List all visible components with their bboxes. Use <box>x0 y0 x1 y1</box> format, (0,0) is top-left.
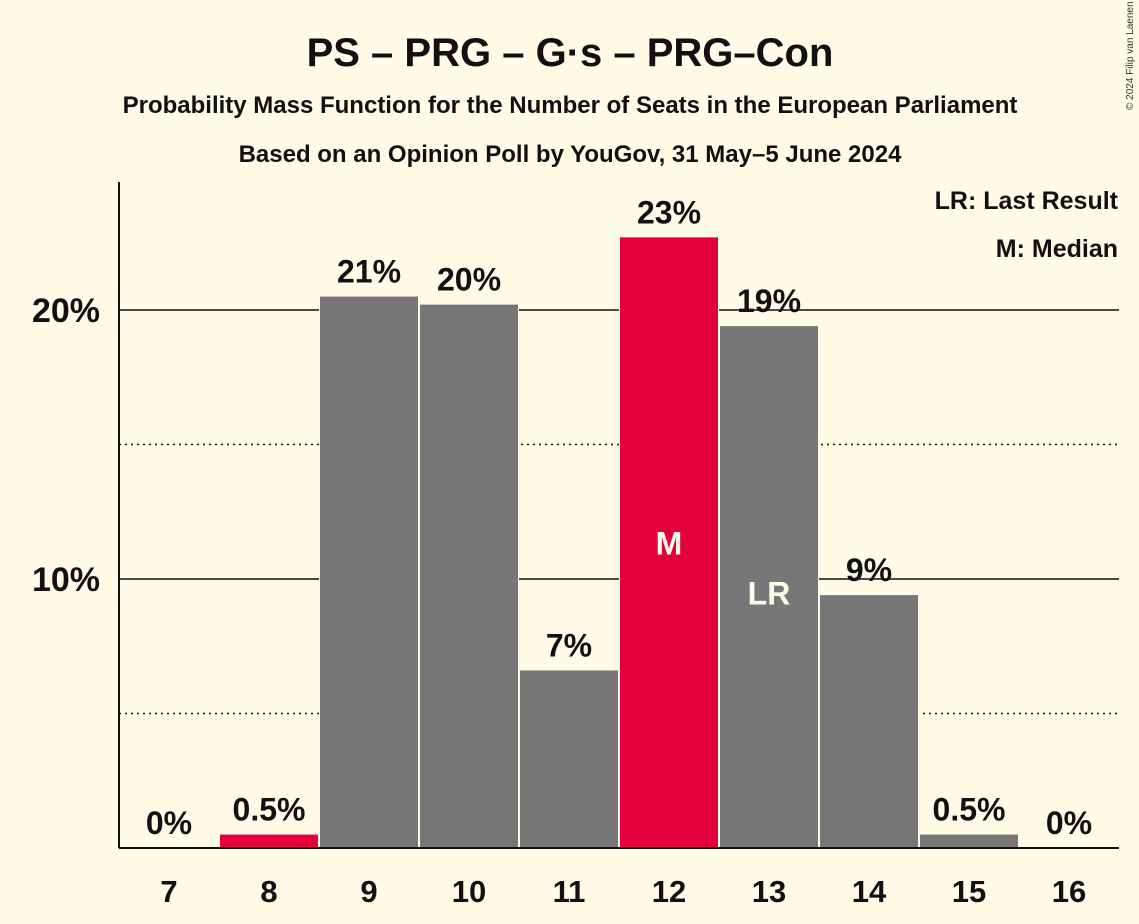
y-tick-label: 20% <box>32 292 100 330</box>
axis-ticks: 10% 20% 7 8 9 10 11 12 13 14 15 16 <box>32 292 1086 909</box>
chart-title: PS – PRG – G·s – PRG–Con <box>307 31 834 75</box>
bar <box>920 834 1018 848</box>
bar <box>520 670 618 848</box>
chart-subtitle: Probability Mass Function for the Number… <box>123 92 1018 119</box>
x-tick-label: 8 <box>260 874 277 909</box>
data-label: 0% <box>1046 805 1092 841</box>
data-label: 19% <box>737 283 801 319</box>
copyright-notice: © 2024 Filip van Laenen <box>1125 1 1136 110</box>
bar <box>620 237 718 848</box>
x-tick-label: 7 <box>160 874 177 909</box>
data-label: 20% <box>437 262 501 298</box>
data-label: 7% <box>546 627 592 663</box>
x-tick-label: 13 <box>752 874 786 909</box>
bar <box>720 326 818 848</box>
bar <box>420 304 518 848</box>
x-tick-label: 10 <box>452 874 486 909</box>
bar <box>820 595 918 848</box>
bar <box>220 834 318 848</box>
x-tick-label: 14 <box>852 874 887 909</box>
data-label: 0.5% <box>933 792 1006 828</box>
data-label: 21% <box>337 254 401 290</box>
y-tick-label: 10% <box>32 561 100 599</box>
x-tick-label: 15 <box>952 874 986 909</box>
data-label: 23% <box>637 194 701 230</box>
x-tick-label: 9 <box>360 874 377 909</box>
median-marker: M <box>656 526 683 562</box>
data-label: 0% <box>146 805 192 841</box>
data-labels: 0% 0.5% 21% 20% 7% 23% M 19% LR 9% 0.5% 0% <box>146 194 1092 841</box>
legend-last-result: LR: Last Result <box>935 187 1119 215</box>
x-tick-label: 11 <box>553 874 586 909</box>
chart-source-subtitle: Based on an Opinion Poll by YouGov, 31 M… <box>239 141 903 168</box>
x-tick-label: 16 <box>1052 874 1086 909</box>
data-label: 9% <box>846 552 892 588</box>
data-label: 0.5% <box>233 792 306 828</box>
legend-median: M: Median <box>996 235 1118 263</box>
bar <box>320 296 418 848</box>
bars <box>219 236 1019 848</box>
x-tick-label: 12 <box>652 874 686 909</box>
last-result-marker: LR <box>748 575 791 611</box>
